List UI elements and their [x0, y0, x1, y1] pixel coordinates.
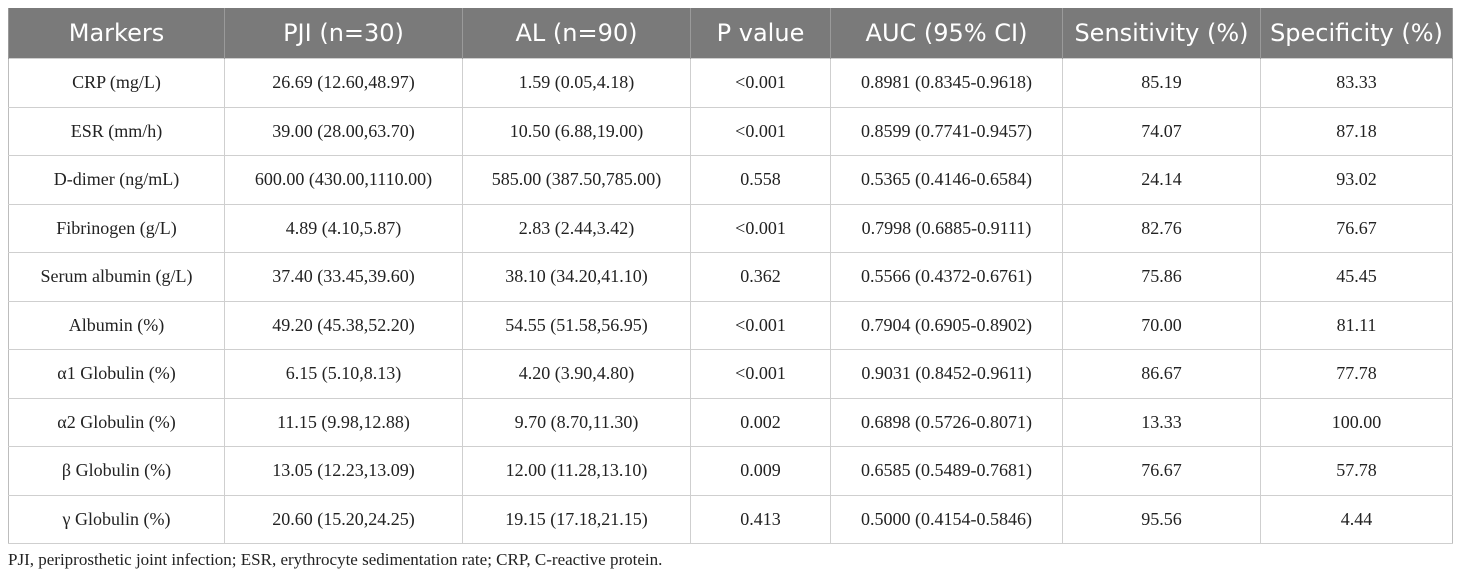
header-sensitivity: Sensitivity (%) [1062, 8, 1261, 59]
header-specificity: Specificity (%) [1260, 8, 1453, 59]
cell-marker: γ Globulin (%) [8, 494, 225, 544]
cell-specificity: 4.44 [1260, 494, 1453, 544]
cell-marker: D-dimer (ng/mL) [8, 155, 225, 205]
cell-al: 9.70 (8.70,11.30) [462, 397, 691, 447]
table-row: γ Globulin (%) 20.60 (15.20,24.25) 19.15 (… [8, 494, 1453, 544]
cell-marker: α1 Globulin (%) [8, 349, 225, 399]
cell-marker: β Globulin (%) [8, 446, 225, 496]
cell-sensitivity: 24.14 [1062, 155, 1261, 205]
cell-specificity: 100.00 [1260, 397, 1453, 447]
cell-al: 2.83 (2.44,3.42) [462, 203, 691, 253]
cell-auc: 0.7998 (0.6885-0.9111) [830, 203, 1063, 253]
cell-auc: 0.6585 (0.5489-0.7681) [830, 446, 1063, 496]
header-markers: Markers [8, 8, 225, 59]
table-body: CRP (mg/L) 26.69 (12.60,48.97) 1.59 (0.05,… [8, 58, 1453, 544]
cell-pji: 39.00 (28.00,63.70) [224, 106, 463, 156]
table-row: D-dimer (ng/mL) 600.00 (430.00,1110.00) 58… [8, 155, 1453, 205]
cell-al: 12.00 (11.28,13.10) [462, 446, 691, 496]
cell-auc: 0.8981 (0.8345-0.9618) [830, 58, 1063, 108]
cell-specificity: 57.78 [1260, 446, 1453, 496]
table-row: Albumin (%) 49.20 (45.38,52.20) 54.55 (51.… [8, 300, 1453, 350]
cell-p-value: <0.001 [690, 349, 831, 399]
cell-marker: ESR (mm/h) [8, 106, 225, 156]
cell-auc: 0.9031 (0.8452-0.9611) [830, 349, 1063, 399]
cell-al: 585.00 (387.50,785.00) [462, 155, 691, 205]
header-p-value: P value [690, 8, 831, 59]
cell-al: 19.15 (17.18,21.15) [462, 494, 691, 544]
cell-al: 54.55 (51.58,56.95) [462, 300, 691, 350]
cell-p-value: 0.413 [690, 494, 831, 544]
cell-sensitivity: 95.56 [1062, 494, 1261, 544]
cell-auc: 0.5566 (0.4372-0.6761) [830, 252, 1063, 302]
cell-auc: 0.5365 (0.4146-0.6584) [830, 155, 1063, 205]
table-row: β Globulin (%) 13.05 (12.23,13.09) 12.00 (… [8, 446, 1453, 496]
cell-sensitivity: 76.67 [1062, 446, 1261, 496]
cell-marker: α2 Globulin (%) [8, 397, 225, 447]
cell-pji: 37.40 (33.45,39.60) [224, 252, 463, 302]
cell-pji: 20.60 (15.20,24.25) [224, 494, 463, 544]
cell-specificity: 87.18 [1260, 106, 1453, 156]
cell-specificity: 93.02 [1260, 155, 1453, 205]
cell-specificity: 45.45 [1260, 252, 1453, 302]
table-footnote: PJI, periprosthetic joint infection; ESR… [8, 550, 663, 569]
cell-marker: Serum albumin (g/L) [8, 252, 225, 302]
header-pji: PJI (n=30) [224, 8, 463, 59]
cell-sensitivity: 85.19 [1062, 58, 1261, 108]
table-row: CRP (mg/L) 26.69 (12.60,48.97) 1.59 (0.05,… [8, 58, 1453, 108]
cell-p-value: 0.558 [690, 155, 831, 205]
cell-marker: Fibrinogen (g/L) [8, 203, 225, 253]
cell-specificity: 76.67 [1260, 203, 1453, 253]
results-table-container: Markers PJI (n=30) AL (n=90) P value AUC… [8, 8, 1453, 544]
cell-pji: 13.05 (12.23,13.09) [224, 446, 463, 496]
cell-specificity: 81.11 [1260, 300, 1453, 350]
cell-sensitivity: 74.07 [1062, 106, 1261, 156]
cell-marker: Albumin (%) [8, 300, 225, 350]
cell-pji: 49.20 (45.38,52.20) [224, 300, 463, 350]
cell-sensitivity: 13.33 [1062, 397, 1261, 447]
cell-p-value: <0.001 [690, 300, 831, 350]
table-row: Fibrinogen (g/L) 4.89 (4.10,5.87) 2.83 (2.… [8, 203, 1453, 253]
results-table: Markers PJI (n=30) AL (n=90) P value AUC… [8, 8, 1453, 544]
cell-p-value: 0.009 [690, 446, 831, 496]
cell-pji: 26.69 (12.60,48.97) [224, 58, 463, 108]
table-header-row: Markers PJI (n=30) AL (n=90) P value AUC… [8, 8, 1453, 59]
table-row: α2 Globulin (%) 11.15 (9.98,12.88) 9.70 (8… [8, 397, 1453, 447]
cell-specificity: 77.78 [1260, 349, 1453, 399]
cell-sensitivity: 70.00 [1062, 300, 1261, 350]
table-row: Serum albumin (g/L) 37.40 (33.45,39.60) 38… [8, 252, 1453, 302]
cell-auc: 0.6898 (0.5726-0.8071) [830, 397, 1063, 447]
cell-pji: 4.89 (4.10,5.87) [224, 203, 463, 253]
cell-al: 1.59 (0.05,4.18) [462, 58, 691, 108]
cell-auc: 0.8599 (0.7741-0.9457) [830, 106, 1063, 156]
cell-al: 4.20 (3.90,4.80) [462, 349, 691, 399]
cell-al: 38.10 (34.20,41.10) [462, 252, 691, 302]
header-auc: AUC (95% CI) [830, 8, 1063, 59]
header-al: AL (n=90) [462, 8, 691, 59]
cell-auc: 0.7904 (0.6905-0.8902) [830, 300, 1063, 350]
cell-p-value: 0.362 [690, 252, 831, 302]
cell-al: 10.50 (6.88,19.00) [462, 106, 691, 156]
cell-sensitivity: 86.67 [1062, 349, 1261, 399]
cell-specificity: 83.33 [1260, 58, 1453, 108]
cell-marker: CRP (mg/L) [8, 58, 225, 108]
cell-sensitivity: 82.76 [1062, 203, 1261, 253]
cell-p-value: <0.001 [690, 203, 831, 253]
cell-pji: 11.15 (9.98,12.88) [224, 397, 463, 447]
cell-pji: 6.15 (5.10,8.13) [224, 349, 463, 399]
cell-auc: 0.5000 (0.4154-0.5846) [830, 494, 1063, 544]
table-row: ESR (mm/h) 39.00 (28.00,63.70) 10.50 (6.88… [8, 106, 1453, 156]
table-row: α1 Globulin (%) 6.15 (5.10,8.13) 4.20 (3.9… [8, 349, 1453, 399]
cell-sensitivity: 75.86 [1062, 252, 1261, 302]
cell-p-value: 0.002 [690, 397, 831, 447]
cell-p-value: <0.001 [690, 106, 831, 156]
cell-pji: 600.00 (430.00,1110.00) [224, 155, 463, 205]
cell-p-value: <0.001 [690, 58, 831, 108]
